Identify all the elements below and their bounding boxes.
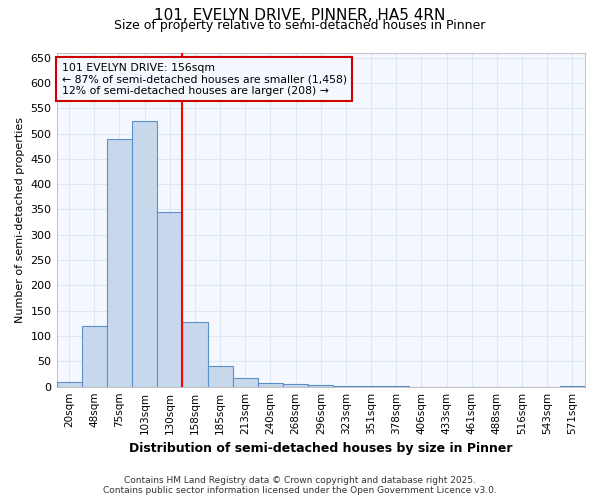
Y-axis label: Number of semi-detached properties: Number of semi-detached properties (15, 116, 25, 322)
Text: Size of property relative to semi-detached houses in Pinner: Size of property relative to semi-detach… (115, 19, 485, 32)
Text: 101, EVELYN DRIVE, PINNER, HA5 4RN: 101, EVELYN DRIVE, PINNER, HA5 4RN (154, 8, 446, 22)
Bar (283, 384, 308, 386)
Bar (82, 326, 107, 386)
Bar (182, 322, 208, 386)
Bar (132, 121, 157, 386)
Text: Contains HM Land Registry data © Crown copyright and database right 2025.
Contai: Contains HM Land Registry data © Crown c… (103, 476, 497, 495)
Bar (157, 212, 182, 386)
Bar (233, 378, 258, 386)
Bar (208, 366, 233, 386)
Bar (56, 382, 82, 386)
Bar (107, 138, 132, 386)
Bar (308, 385, 334, 386)
Text: 101 EVELYN DRIVE: 156sqm
← 87% of semi-detached houses are smaller (1,458)
12% o: 101 EVELYN DRIVE: 156sqm ← 87% of semi-d… (62, 62, 347, 96)
Bar (258, 382, 283, 386)
X-axis label: Distribution of semi-detached houses by size in Pinner: Distribution of semi-detached houses by … (129, 442, 512, 455)
